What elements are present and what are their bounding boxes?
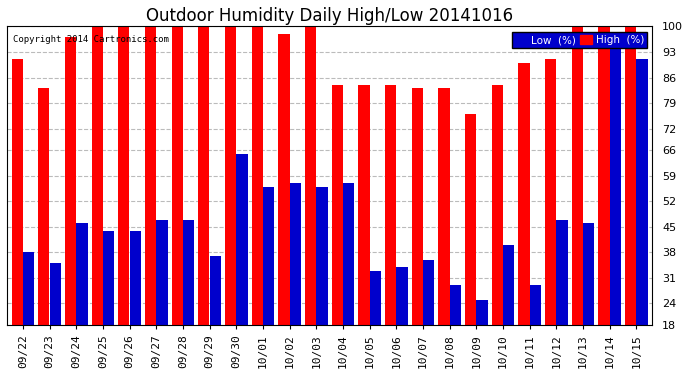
Legend: Low  (%), High  (%): Low (%), High (%) [512,32,647,48]
Bar [92,27,103,325]
Bar [38,88,50,325]
Bar [571,27,583,325]
Bar [305,27,316,325]
Bar [130,231,141,325]
Bar [12,59,23,325]
Bar [50,263,61,325]
Bar [583,223,594,325]
Bar [252,27,263,325]
Bar [23,252,34,325]
Bar [77,223,88,325]
Bar [610,48,621,325]
Bar [598,27,609,325]
Bar [385,85,396,325]
Bar [65,38,76,325]
Bar [290,183,301,325]
Bar [397,267,408,325]
Bar [263,187,275,325]
Bar [412,88,423,325]
Bar [492,85,503,325]
Bar [237,154,248,325]
Bar [225,27,236,325]
Bar [103,231,115,325]
Bar [198,27,210,325]
Title: Outdoor Humidity Daily High/Low 20141016: Outdoor Humidity Daily High/Low 20141016 [146,7,513,25]
Bar [636,59,648,325]
Bar [530,285,541,325]
Bar [545,59,556,325]
Bar [145,27,156,325]
Bar [438,88,449,325]
Bar [465,114,476,325]
Bar [358,85,370,325]
Bar [332,85,343,325]
Bar [423,260,434,325]
Bar [343,183,354,325]
Bar [183,220,195,325]
Bar [503,245,514,325]
Bar [172,27,183,325]
Bar [118,27,130,325]
Bar [450,285,461,325]
Bar [210,256,221,325]
Text: Copyright 2014 Cartronics.com: Copyright 2014 Cartronics.com [13,36,169,45]
Bar [556,220,568,325]
Bar [518,63,529,325]
Bar [157,220,168,325]
Bar [625,27,636,325]
Bar [317,187,328,325]
Bar [477,300,488,325]
Bar [278,34,290,325]
Bar [370,271,381,325]
